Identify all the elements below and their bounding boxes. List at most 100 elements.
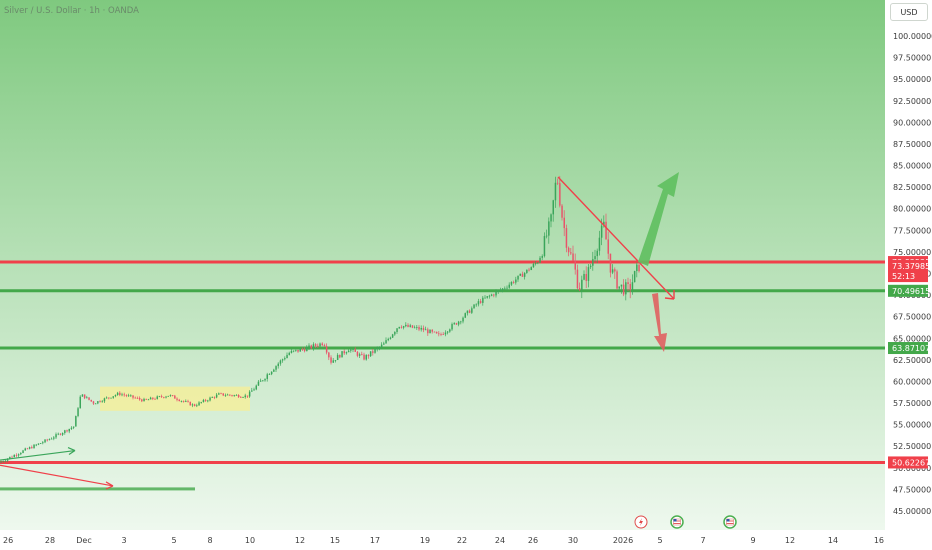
candle-body bbox=[26, 448, 29, 450]
short-support-line[interactable] bbox=[0, 487, 195, 491]
candle-body bbox=[50, 438, 53, 440]
candle-body bbox=[387, 338, 389, 341]
candle-body bbox=[501, 288, 504, 291]
y-tick-label: 100.00000 bbox=[893, 32, 932, 41]
candle-body bbox=[167, 395, 169, 397]
candle-body bbox=[90, 399, 92, 402]
candle-body bbox=[290, 350, 293, 353]
candle-body bbox=[385, 340, 387, 344]
candle-body bbox=[391, 334, 394, 338]
x-tick-label: 9 bbox=[750, 536, 755, 545]
currency-button[interactable]: USD bbox=[890, 3, 928, 21]
price-tag-support[interactable]: 70.49615 bbox=[888, 284, 930, 297]
price-tag-label: 73.37985 bbox=[892, 262, 930, 271]
y-tick-label: 47.50000 bbox=[893, 485, 931, 494]
candle-body bbox=[475, 304, 477, 306]
candle-body bbox=[616, 271, 618, 289]
plot-background bbox=[0, 0, 885, 530]
candle-body bbox=[532, 263, 535, 268]
us-flag-icon-field bbox=[673, 518, 681, 526]
candle-body bbox=[479, 301, 482, 303]
candle-body bbox=[545, 235, 548, 237]
candle-body bbox=[266, 374, 268, 379]
candle-body bbox=[163, 397, 165, 398]
candle-body bbox=[484, 297, 486, 299]
candle-body bbox=[211, 397, 213, 398]
candle-body bbox=[398, 326, 400, 329]
y-tick-label: 75.00000 bbox=[893, 248, 931, 257]
x-tick-label: 17 bbox=[370, 536, 380, 545]
symbol-title: Silver / U.S. Dollar · 1h · OANDA bbox=[4, 6, 139, 16]
candle-body bbox=[358, 354, 361, 356]
candle-body bbox=[609, 253, 612, 273]
us-flag-icon[interactable] bbox=[670, 515, 684, 529]
candle-body bbox=[224, 395, 227, 397]
candle-body bbox=[407, 324, 409, 327]
price-tag-countdown[interactable]: 52:13 bbox=[888, 270, 928, 283]
candle-body bbox=[462, 317, 464, 322]
candle-body bbox=[321, 343, 323, 346]
y-tick-label: 55.00000 bbox=[893, 421, 931, 430]
us-flag-icon-field bbox=[726, 518, 734, 526]
y-tick-label: 92.50000 bbox=[893, 97, 931, 106]
candle-body bbox=[583, 273, 585, 280]
candle-body bbox=[455, 323, 458, 325]
time-scale-background[interactable] bbox=[0, 530, 932, 550]
candle-body bbox=[288, 352, 290, 355]
candle-body bbox=[185, 401, 187, 402]
price-tag-last-price[interactable]: 73.37985 bbox=[888, 259, 930, 272]
candle-body bbox=[352, 349, 354, 350]
candle-body bbox=[198, 402, 200, 406]
candle-body bbox=[471, 308, 473, 313]
us-flag-icon[interactable] bbox=[723, 515, 737, 529]
candle-body bbox=[433, 331, 436, 333]
candle-body bbox=[592, 259, 594, 266]
down-arrow-line[interactable] bbox=[0, 464, 114, 487]
x-tick-label: 12 bbox=[785, 536, 795, 545]
candle-body bbox=[17, 454, 20, 456]
candle-body bbox=[607, 239, 609, 254]
candle-body bbox=[68, 428, 70, 432]
bearish-scenario-arrow[interactable] bbox=[652, 293, 667, 352]
candle-body bbox=[380, 344, 383, 348]
candle-body bbox=[372, 351, 374, 353]
candle-body bbox=[94, 403, 97, 405]
candle-body bbox=[275, 366, 277, 370]
candle-body bbox=[207, 400, 209, 402]
candle-body bbox=[31, 447, 33, 449]
candle-body bbox=[400, 326, 403, 328]
candle-body bbox=[244, 395, 246, 398]
y-tick-label: 65.00000 bbox=[893, 334, 931, 343]
bullish-scenario-arrow[interactable] bbox=[638, 172, 679, 266]
candle-body bbox=[99, 401, 101, 402]
candle-body bbox=[303, 349, 306, 352]
y-tick-label: 67.50000 bbox=[893, 313, 931, 322]
candle-body bbox=[92, 401, 95, 404]
price-tag-support-broken[interactable]: 50.62267 bbox=[888, 456, 930, 469]
price-tag-support[interactable]: 63.87107 bbox=[888, 342, 930, 355]
candle-body bbox=[268, 374, 271, 375]
candle-body bbox=[416, 327, 418, 328]
candle-body bbox=[46, 439, 48, 441]
up-arrow-line[interactable] bbox=[0, 449, 76, 461]
candle-body bbox=[394, 331, 396, 335]
price-tag-bg bbox=[888, 259, 928, 272]
descending-trendline[interactable] bbox=[557, 176, 675, 300]
candle-body bbox=[468, 310, 471, 313]
candle-body bbox=[438, 333, 440, 335]
lightning-icon[interactable] bbox=[634, 515, 648, 529]
candle-body bbox=[66, 430, 68, 432]
candle-body bbox=[449, 329, 451, 332]
candle-body bbox=[196, 405, 198, 407]
candle-body bbox=[182, 400, 185, 402]
candle-body bbox=[105, 397, 108, 399]
candle-body bbox=[622, 284, 625, 295]
candle-body bbox=[83, 394, 86, 399]
candle-body bbox=[24, 448, 26, 451]
candle-body bbox=[279, 360, 282, 364]
candle-body bbox=[202, 399, 205, 403]
candle-body bbox=[347, 350, 350, 353]
consolidation-box[interactable] bbox=[100, 386, 250, 411]
